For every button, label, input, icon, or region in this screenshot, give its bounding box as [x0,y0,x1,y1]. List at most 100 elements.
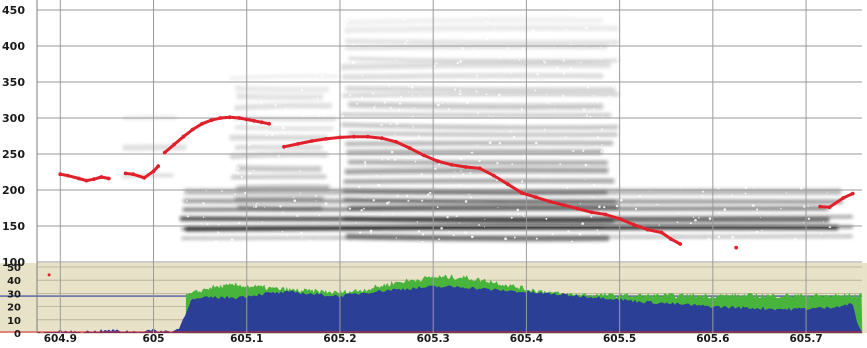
spectrogram-speck [488,115,489,116]
spectrogram-speck [204,93,205,94]
spectrogram-speck [768,213,769,214]
spectrogram-speck [448,231,449,232]
spectrogram-speck [460,100,462,102]
spectrogram-speck [676,86,678,88]
spectrogram-speck [335,183,338,186]
spectrogram-speck [218,232,220,234]
spectrogram-speck [554,109,555,110]
spectrogram-speck [580,62,581,63]
x-tick-label: 605.4 [510,333,543,344]
spectrogram-speck [543,61,545,63]
spectrogram-band [342,76,603,77]
spectrogram-speck [547,103,548,104]
spectrogram-speck [382,159,384,161]
spectrogram-speck [282,211,284,213]
spectrogram-speck [486,120,488,122]
spectrogram-speck [583,149,585,151]
spectrogram-band [234,106,332,108]
spectrogram-speck [826,155,828,157]
spectrogram-core-band [181,227,852,229]
spectrogram-speck [352,61,355,64]
spectrogram-speck [672,48,674,50]
spectrogram-speck [364,119,366,121]
spectrogram-speck [769,139,771,141]
spectrogram-speck [623,22,624,23]
spectrogram-speck [665,170,666,171]
spectrogram-speck [753,187,754,188]
spectrogram-speck [694,219,697,222]
spectrogram-speck [637,129,639,131]
spectrogram-speck [521,180,523,182]
spectrogram-speck [429,35,431,37]
spectrogram-speck [687,36,688,37]
spectrogram-speck [334,198,335,199]
spectrogram-speck [191,60,193,62]
spectrogram-speck [358,186,360,188]
pitch-point [851,192,855,196]
spectrogram-speck [436,63,438,65]
spectrogram-speck [655,134,656,135]
spectrogram-speck [294,199,297,202]
spectrogram-speck [466,102,469,105]
spectrogram-speck [514,121,515,122]
spectrogram-speck [301,89,303,91]
spectrogram-speck [684,24,686,26]
spectrogram-speck [757,84,759,86]
y-tick-label: 150 [2,220,25,233]
spectrogram-speck [707,238,710,241]
spectrogram-speck [801,101,803,103]
spectrogram-speck [823,221,824,222]
spectrogram-speck [723,30,725,32]
spectrogram-band [345,41,619,43]
spectrogram-speck [384,101,386,103]
spectrogram-speck [637,150,639,152]
spectrogram-speck [373,199,375,201]
spectrogram-speck [316,62,318,64]
spectrogram-speck [604,78,606,80]
spectrogram-speck [473,48,474,49]
spectrogram-speck [700,69,702,71]
spectrogram-speck [484,219,485,220]
spectrogram-speck [567,187,569,189]
spectrogram-speck [434,168,436,170]
spectrogram-speck [681,61,682,62]
spectrogram-speck [278,155,280,157]
spectrogram-speck [722,38,723,39]
spectrogram-speck [341,73,342,74]
spectrogram-speck [639,195,641,197]
spectrogram-speck [493,28,494,29]
spectrogram-speck [455,171,456,172]
spectrogram-speck [237,167,239,169]
spectrogram-speck [714,164,716,166]
spectrogram-speck [243,216,244,217]
spectrogram-speck [299,170,301,172]
pitch-segment [466,167,480,168]
spectrogram-speck [566,29,568,31]
spectrogram-speck [364,161,366,163]
spectrogram-speck [719,51,721,53]
spectrogram-speck [590,216,592,218]
spectrogram-speck [361,209,363,211]
spectrogram-speck [711,77,712,78]
spectrogram-speck [603,206,605,208]
spectrogram-speck [546,31,548,33]
spectrogram-speck [520,184,522,186]
spectrogram-speck [827,192,828,193]
spectrogram-speck [364,197,365,198]
spectrogram-speck [827,127,830,130]
spectrogram-speck [704,97,706,99]
spectrogram-speck [644,22,647,25]
spectrogram-speck [418,23,420,25]
spectrogram-speck [262,221,263,222]
spectrogram-speck [455,51,457,53]
spectrogram-speck [421,200,423,202]
spectrogram-speck [310,85,312,87]
spectrogram-speck [803,205,805,207]
spectrogram-speck [396,195,398,197]
spectrogram-speck [446,216,448,218]
spectrogram-speck [304,25,306,27]
spectrogram-speck [248,144,250,146]
spectrogram-speck [698,217,700,219]
spectrogram-speck [492,116,493,117]
